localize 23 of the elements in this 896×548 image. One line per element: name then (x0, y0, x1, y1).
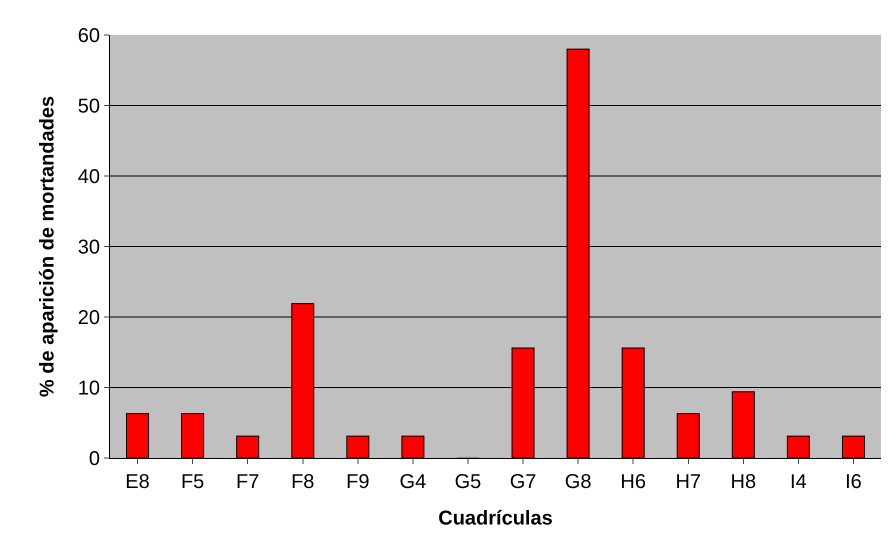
y-tick-label: 50 (78, 96, 100, 118)
x-tick-label: H7 (675, 471, 702, 493)
x-tick-label: F9 (346, 471, 370, 493)
x-tick-label: F5 (180, 471, 204, 493)
y-tick-label: 60 (78, 25, 100, 47)
x-tick-label: G7 (510, 471, 536, 493)
x-tick-label: I6 (845, 471, 862, 493)
x-axis-title: Cuadrículas (438, 508, 553, 530)
y-tick-label: 0 (88, 448, 100, 470)
x-tick-label: H6 (620, 471, 646, 493)
x-tick-label: H8 (730, 471, 756, 493)
x-tick-label: E8 (125, 471, 150, 493)
y-axis-title: % de aparición de mortandades (36, 96, 58, 398)
y-tick-label: 20 (78, 307, 100, 329)
y-tick-label: 30 (78, 236, 100, 258)
x-tick-label: F8 (291, 471, 314, 493)
x-tick-label: G5 (454, 471, 482, 493)
x-tick-label: F7 (236, 471, 260, 493)
y-tick-label: 40 (78, 166, 100, 188)
y-tick-label: 10 (78, 378, 100, 400)
x-tick-label: G8 (564, 471, 592, 493)
x-tick-label: I4 (790, 471, 807, 493)
x-tick-label: G4 (400, 471, 426, 493)
